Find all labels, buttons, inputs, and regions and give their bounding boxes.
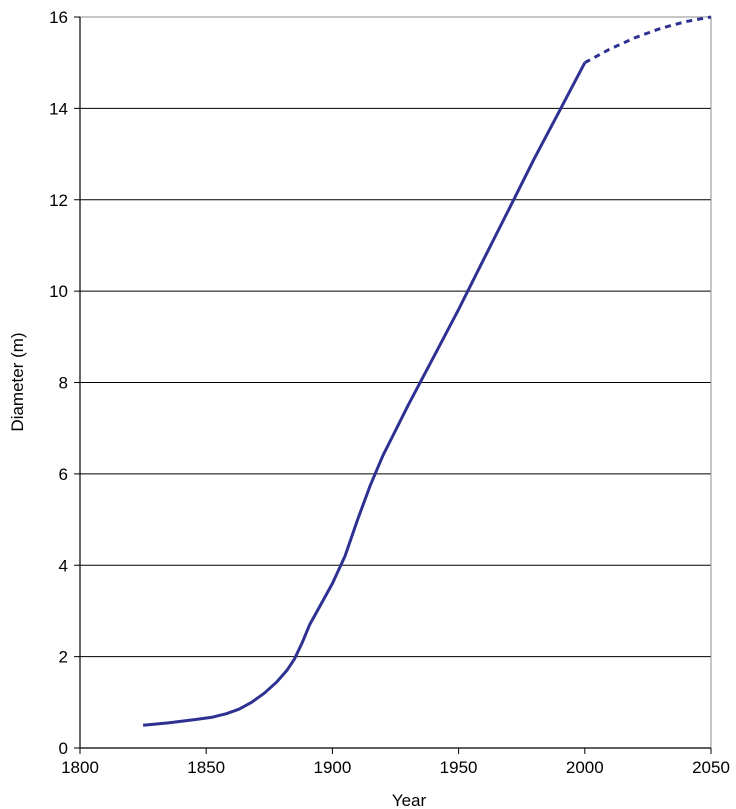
y-tick-label: 0 — [59, 739, 68, 758]
x-tick-label: 1900 — [313, 758, 351, 777]
x-tick-label: 1850 — [187, 758, 225, 777]
x-tick-label: 2000 — [566, 758, 604, 777]
y-tick-label: 12 — [49, 191, 68, 210]
y-tick-label: 16 — [49, 8, 68, 27]
x-tick-label: 1950 — [440, 758, 478, 777]
y-tick-label: 10 — [49, 282, 68, 301]
x-tick-label: 2050 — [692, 758, 730, 777]
y-tick-label: 8 — [59, 374, 68, 393]
projection-line-dashed — [584, 15, 712, 65]
y-tick-label: 6 — [59, 465, 68, 484]
x-tick-label: 1800 — [61, 758, 99, 777]
series-lines — [142, 15, 712, 727]
y-axis-title: Diameter (m) — [8, 332, 27, 431]
y-tick-label: 4 — [59, 556, 68, 575]
x-axis-ticks: 1800 1850 1900 1950 2000 2050 — [61, 748, 730, 777]
y-tick-label: 14 — [49, 99, 68, 118]
diameter-line — [142, 62, 587, 727]
y-tick-label: 2 — [59, 648, 68, 667]
y-axis-ticks: 0 2 4 6 8 10 12 14 16 — [49, 8, 80, 758]
x-axis-title: Year — [392, 791, 427, 809]
gridlines — [80, 16, 711, 658]
